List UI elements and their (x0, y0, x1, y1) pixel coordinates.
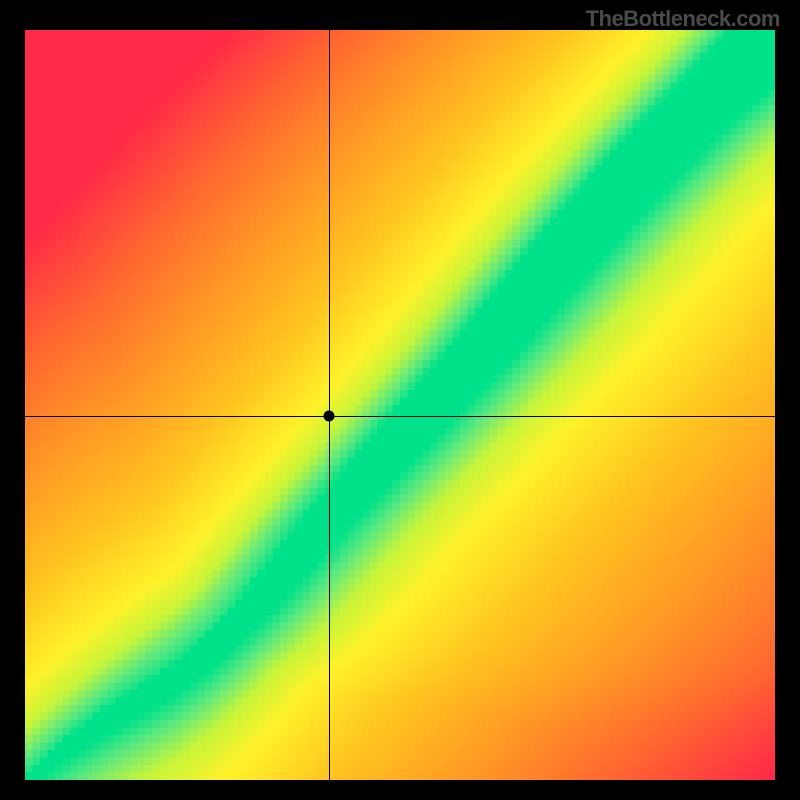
crosshair-horizontal (25, 416, 775, 417)
watermark-text: TheBottleneck.com (586, 6, 780, 32)
heatmap-canvas (25, 30, 775, 780)
crosshair-vertical (329, 30, 330, 780)
plot-area (25, 30, 775, 780)
chart-container: TheBottleneck.com (0, 0, 800, 800)
crosshair-marker (323, 411, 334, 422)
